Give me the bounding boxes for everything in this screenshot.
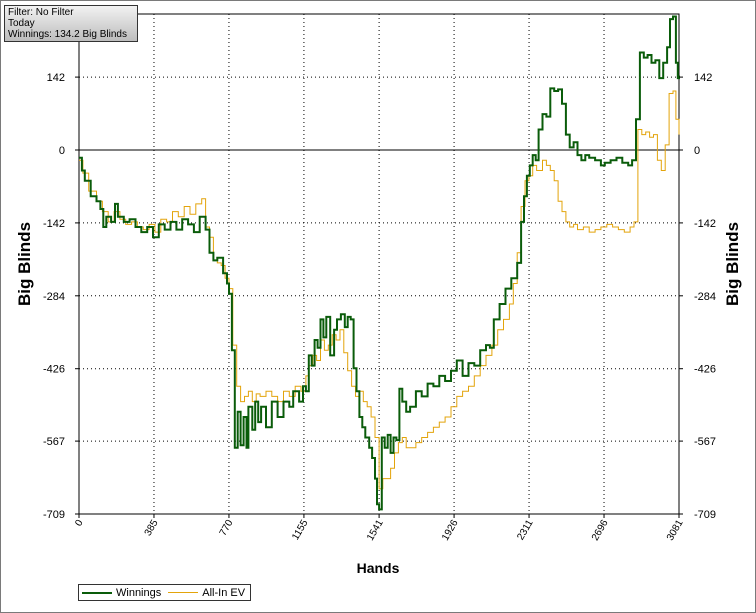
y-tick-label-right: -142 <box>694 218 716 230</box>
y-tick-label-left: 0 <box>59 145 65 157</box>
x-tick-label: 1541 <box>365 518 386 543</box>
y-tick-label-right: -567 <box>694 436 716 448</box>
series-group <box>79 15 680 511</box>
x-tick-label: 1155 <box>290 518 310 543</box>
legend: Winnings All-In EV <box>78 584 251 601</box>
x-tick-label: 2311 <box>515 518 535 543</box>
x-tick-label: 2696 <box>590 518 611 543</box>
y-tick-label-left: -709 <box>43 509 65 521</box>
filter-info-box: Filter: No Filter Today Winnings: 134.2 … <box>4 5 138 42</box>
allin-ev-line <box>79 90 680 490</box>
legend-swatch-winnings <box>82 591 112 594</box>
legend-item-winnings: Winnings <box>82 587 161 599</box>
y-tick-label-right: -284 <box>694 291 716 303</box>
legend-label-allin-ev: All-In EV <box>202 586 246 599</box>
x-axis-label: Hands <box>357 560 400 576</box>
x-tick-label: 1926 <box>440 518 461 543</box>
y-tick-label-right: -709 <box>694 509 716 521</box>
legend-swatch-allin-ev <box>168 592 199 593</box>
y-tick-label-left: -567 <box>43 436 65 448</box>
period-text: Today <box>8 18 35 29</box>
winnings-line <box>79 15 680 511</box>
x-tick-label: 3081 <box>665 518 686 543</box>
y-tick-label-right: -426 <box>694 364 716 376</box>
y-tick-label-left: 142 <box>47 72 65 84</box>
y-tick-label-right: 142 <box>694 72 712 84</box>
y-tick-label-left: -284 <box>43 291 65 303</box>
x-tick-label: 770 <box>218 518 236 538</box>
winnings-summary-text: Winnings: 134.2 Big Blinds <box>8 29 127 40</box>
y-axis-label-right: Big Blinds <box>723 222 742 306</box>
legend-item-allin-ev: All-In EV <box>168 587 245 599</box>
y-tick-label-left: -426 <box>43 364 65 376</box>
y-axis-label-left: Big Blinds <box>15 222 34 306</box>
x-tick-label: 0 <box>73 518 86 529</box>
legend-label-winnings: Winnings <box>116 586 162 599</box>
y-tick-label-right: 0 <box>694 145 700 157</box>
x-tick-label: 385 <box>143 518 161 538</box>
filter-text: Filter: No Filter <box>8 7 74 18</box>
y-tick-label-left: -142 <box>43 218 65 230</box>
